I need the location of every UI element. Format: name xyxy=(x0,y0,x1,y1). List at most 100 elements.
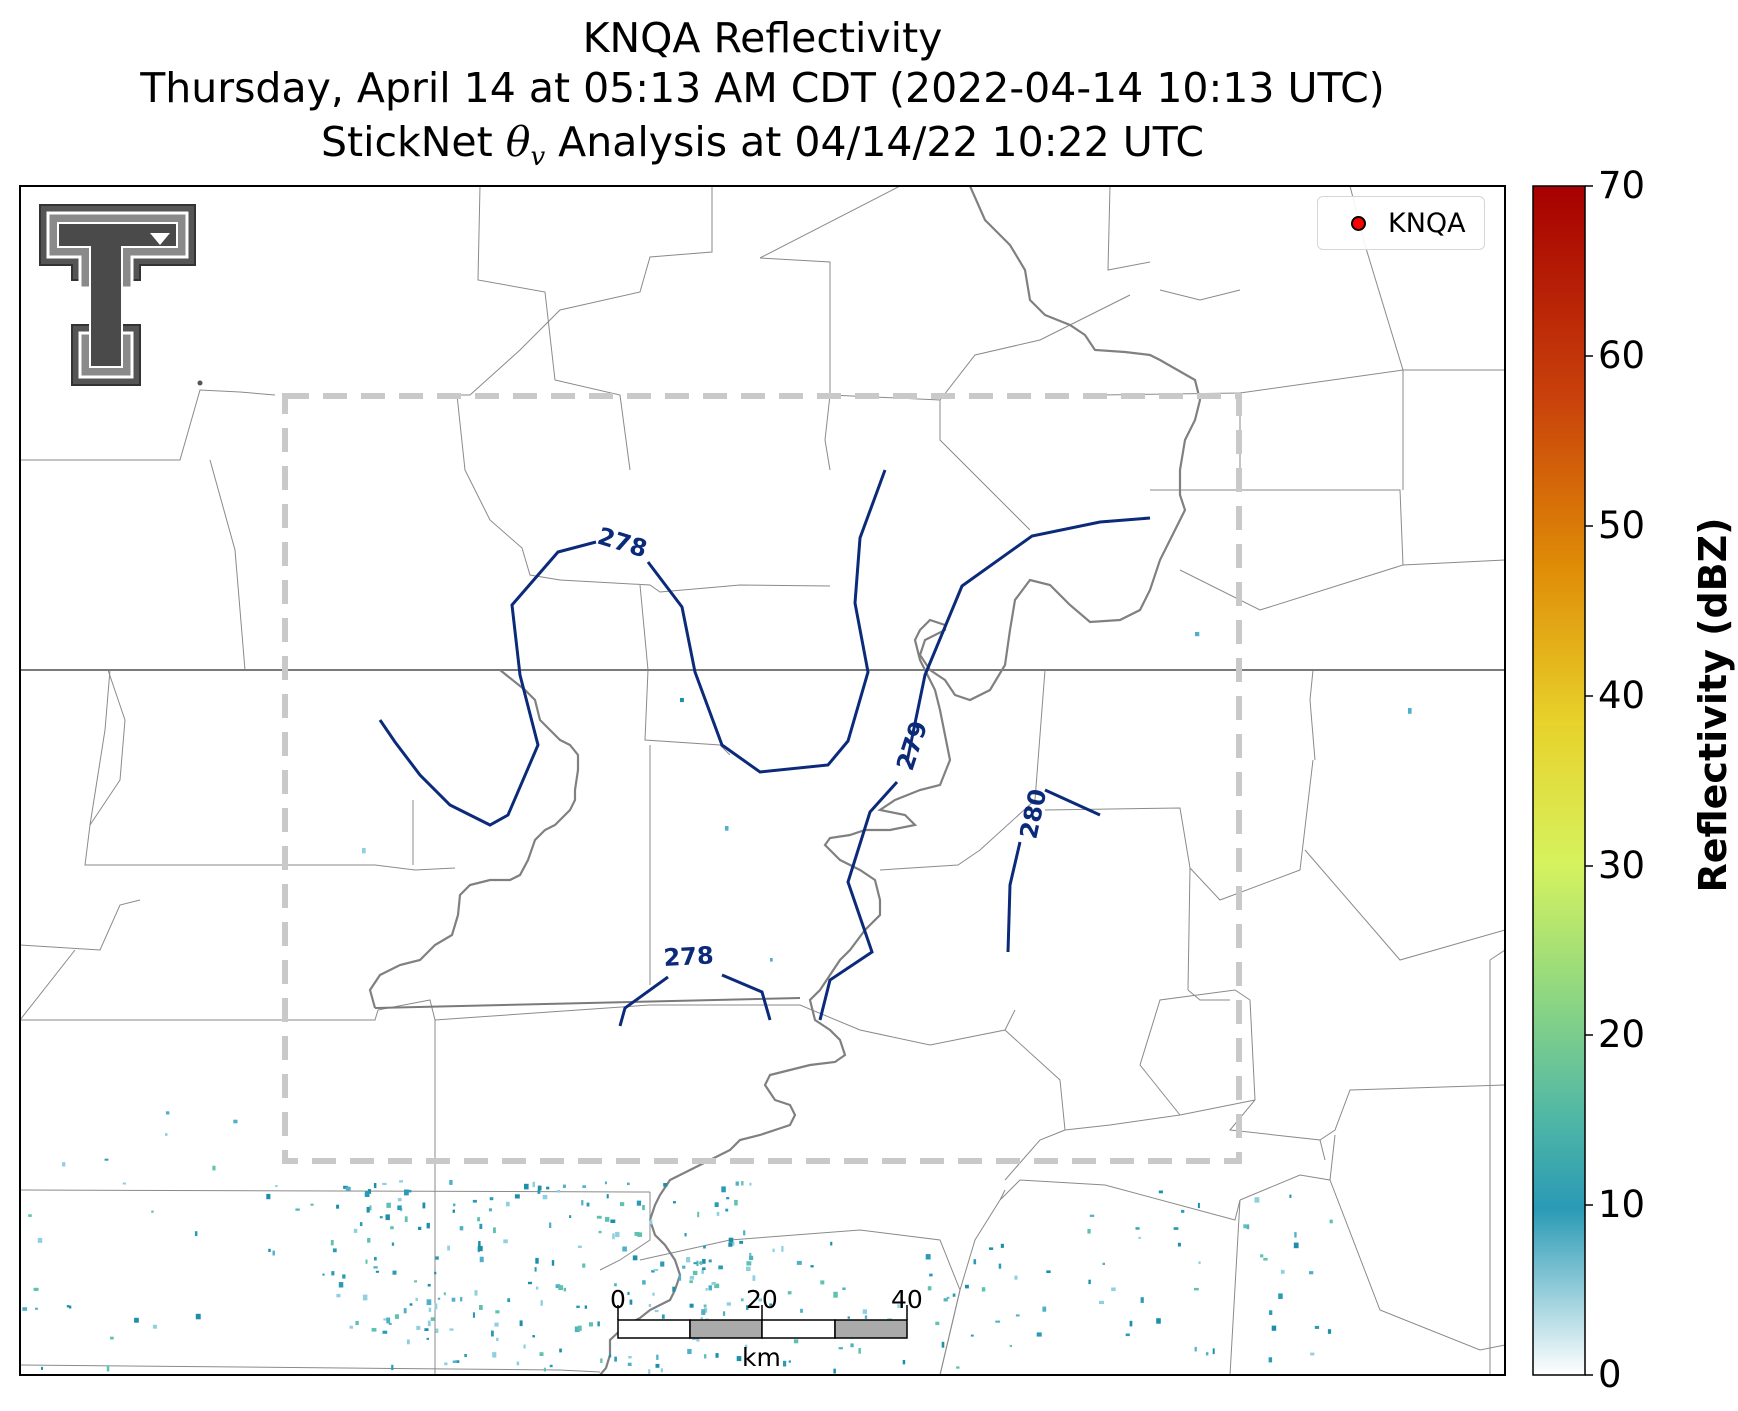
radar-echo xyxy=(702,1259,706,1264)
radar-echo xyxy=(935,1321,940,1326)
radar-echo xyxy=(503,1239,508,1244)
radar-echo xyxy=(615,1231,620,1238)
radar-echo xyxy=(622,1246,627,1252)
radar-echo xyxy=(726,1302,731,1306)
analysis-domain-box xyxy=(282,393,1242,1164)
radar-echo xyxy=(371,1328,377,1332)
radar-echo xyxy=(397,1198,402,1202)
radar-echo xyxy=(1268,1357,1273,1363)
radar-echo xyxy=(1140,1297,1144,1303)
radar-echo xyxy=(648,1304,652,1307)
radar-echo xyxy=(693,1262,697,1265)
radar-site-marker-icon xyxy=(1351,216,1366,231)
radar-echo xyxy=(477,1245,483,1252)
radar-echo xyxy=(582,1263,586,1268)
radar-echo xyxy=(1042,1306,1047,1312)
map-subtitle-time: Thursday, April 14 at 05:13 AM CDT (2022… xyxy=(140,64,1385,112)
radar-echo xyxy=(970,1334,974,1337)
radar-echo xyxy=(1212,1348,1215,1355)
radar-echo xyxy=(330,1240,334,1246)
radar-echo xyxy=(493,1227,496,1234)
radar-echo xyxy=(528,1281,532,1285)
contour-label-278-b: 278 xyxy=(663,941,715,972)
radar-echo xyxy=(477,1217,481,1222)
radar-echo xyxy=(772,1248,775,1253)
colorbar-tick: 20 xyxy=(1598,1013,1646,1056)
radar-echo xyxy=(739,1240,744,1244)
radar-echo xyxy=(373,1183,377,1189)
radar-echo xyxy=(535,1257,539,1264)
radar-echo xyxy=(373,1266,378,1269)
radar-echo xyxy=(728,1242,733,1247)
radar-echo xyxy=(582,1185,587,1188)
radar-echo xyxy=(634,1232,640,1236)
radar-echo xyxy=(1314,1325,1320,1329)
radar-echo xyxy=(451,1297,456,1302)
radar-echo xyxy=(576,1305,580,1308)
radar-echo xyxy=(627,1362,632,1366)
radar-echo xyxy=(382,1330,388,1334)
radar-echo xyxy=(537,1189,541,1194)
radar-echo xyxy=(1138,1236,1141,1239)
radar-echo xyxy=(428,1307,432,1312)
scale-tick-label: 40 xyxy=(891,1285,923,1314)
radar-echo xyxy=(620,1202,625,1207)
radar-echo xyxy=(165,1133,168,1136)
radar-echo xyxy=(728,1237,734,1243)
radar-echo xyxy=(415,1297,418,1301)
radar-echo xyxy=(444,1362,448,1366)
radar-echo xyxy=(680,698,684,703)
radar-echo xyxy=(1254,1197,1260,1203)
radar-echo xyxy=(275,1185,278,1187)
radar-echo xyxy=(424,1328,429,1331)
radar-echo xyxy=(353,1228,358,1233)
radar-echo xyxy=(684,1233,687,1237)
radar-echo xyxy=(459,1226,464,1231)
radar-echo xyxy=(897,1304,900,1309)
radar-echo xyxy=(608,1354,612,1358)
radar-echo xyxy=(574,1326,580,1333)
radar-echo xyxy=(597,1321,600,1327)
contour-279 xyxy=(818,780,899,1021)
radar-echo xyxy=(703,1245,706,1249)
radar-echo xyxy=(1099,1300,1104,1304)
radar-echo xyxy=(703,1304,707,1308)
radar-echo xyxy=(392,1270,397,1275)
radar-echo xyxy=(981,1287,986,1292)
radar-echo xyxy=(366,1206,370,1213)
radar-echo xyxy=(847,1316,850,1319)
radar-echo xyxy=(714,1283,720,1289)
radar-echo xyxy=(134,1317,139,1323)
radar-echo xyxy=(563,1287,567,1292)
radar-echo xyxy=(946,1296,950,1299)
radar-echo xyxy=(731,1241,735,1246)
radar-echo xyxy=(1036,1332,1042,1337)
radar-echo xyxy=(542,1194,548,1200)
radar-echo xyxy=(506,1201,510,1207)
colorbar-label: Reflectivity (dBZ) xyxy=(1691,517,1735,893)
radar-echo xyxy=(1271,1325,1277,1331)
radar-echo xyxy=(427,1283,431,1287)
radar-echo xyxy=(336,1204,340,1209)
contour-279-b xyxy=(905,516,1151,763)
radar-echo xyxy=(1156,1318,1161,1324)
radar-echo xyxy=(28,1214,32,1217)
radar-echo xyxy=(266,1193,271,1200)
radar-echo xyxy=(696,1336,700,1342)
radar-echo xyxy=(532,1335,535,1338)
radar-echo xyxy=(1046,1270,1051,1273)
radar-echo xyxy=(1329,1219,1333,1224)
colorbar xyxy=(1532,185,1586,1376)
radar-echo xyxy=(1309,1271,1314,1275)
radar-echo xyxy=(943,1298,948,1302)
radar-echo xyxy=(1009,1344,1012,1347)
radar-echo xyxy=(390,1226,394,1230)
radar-echo xyxy=(686,1257,691,1263)
radar-echo xyxy=(1195,632,1200,637)
radar-echo xyxy=(406,1339,410,1345)
radar-echo xyxy=(770,958,773,962)
radar-echo xyxy=(562,1184,566,1188)
radar-echo xyxy=(1000,1243,1004,1248)
radar-echo xyxy=(551,1260,555,1266)
radar-echo xyxy=(359,1222,363,1227)
